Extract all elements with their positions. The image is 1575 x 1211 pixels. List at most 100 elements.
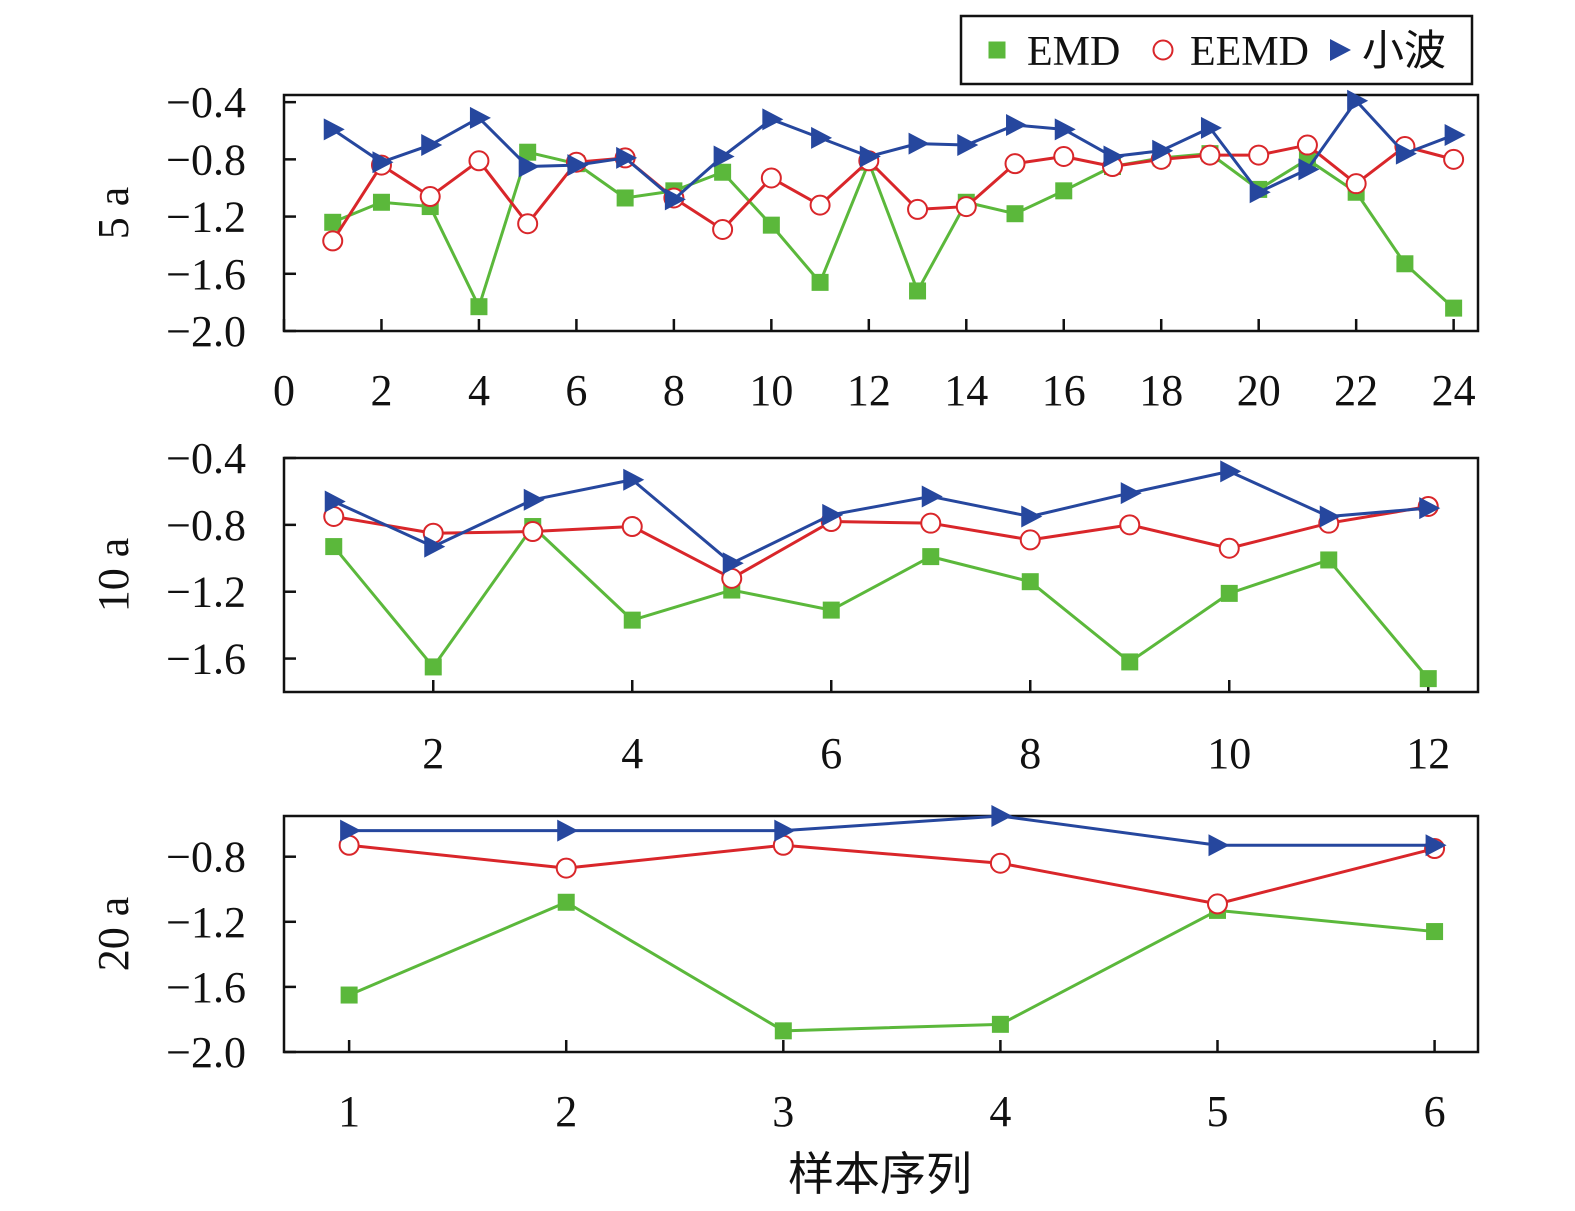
data-point (469, 106, 491, 129)
data-point (323, 118, 345, 141)
data-point (664, 188, 686, 211)
data-point (1396, 255, 1414, 273)
x-tick-label: 12 (847, 366, 891, 415)
data-point (616, 189, 634, 207)
data-point (1218, 537, 1240, 559)
y-axis-label: 5 a (89, 187, 138, 240)
data-point (774, 819, 796, 842)
data-point (955, 196, 977, 218)
data-point (522, 521, 544, 543)
y-tick-label: −2.0 (166, 1028, 246, 1077)
data-point (1152, 139, 1174, 162)
data-point (1319, 505, 1341, 528)
x-tick-label: 0 (273, 366, 295, 415)
data-point (1419, 670, 1437, 688)
data-point (623, 468, 645, 491)
data-point (859, 145, 881, 168)
legend-entry-1: EMD (988, 29, 1120, 75)
data-point (722, 552, 744, 575)
data-point (1121, 653, 1139, 671)
data-point (1445, 299, 1463, 317)
data-point (712, 218, 734, 240)
data-point (920, 512, 942, 534)
data-point (1425, 834, 1447, 857)
data-point (809, 194, 831, 216)
y-tick-label: −0.8 (166, 501, 246, 550)
data-point (1006, 114, 1028, 137)
data-point (557, 819, 579, 842)
y-axis-label: 10 a (89, 538, 138, 613)
series-1 (340, 893, 1444, 1040)
y-axis-label: 20 a (89, 897, 138, 972)
x-tick-label: 1 (338, 1087, 360, 1136)
x-tick-label: 2 (370, 366, 392, 415)
data-point (616, 146, 638, 169)
y-tick-label: −0.4 (166, 78, 246, 127)
data-point (1054, 118, 1076, 141)
y-tick-label: −0.4 (166, 434, 246, 483)
data-point (811, 273, 829, 291)
x-tick-label: 6 (1424, 1087, 1446, 1136)
data-point (1249, 181, 1271, 204)
y-tick-label: −1.2 (166, 898, 246, 947)
y-tick-label: −2.0 (166, 307, 246, 356)
legend-label: EMD (1027, 29, 1120, 75)
series-line (333, 469, 1429, 565)
data-point (322, 230, 344, 252)
series-3 (340, 805, 1447, 857)
series-1 (325, 518, 1437, 688)
data-point (419, 186, 441, 208)
data-point (822, 601, 840, 619)
series-3 (323, 89, 1466, 211)
y-tick-label: −0.8 (166, 833, 246, 882)
x-tick-label: 6 (820, 729, 842, 778)
series-line (349, 814, 1435, 847)
plot-frame (282, 93, 1480, 333)
series-line (333, 504, 1429, 580)
data-point (1021, 505, 1043, 528)
data-point (325, 538, 343, 556)
data-point (468, 150, 490, 172)
y-tick-label: −1.6 (166, 963, 246, 1012)
data-point (908, 132, 930, 155)
x-tick-label: 6 (565, 366, 587, 415)
data-point (519, 143, 537, 161)
legend-label: EEMD (1190, 29, 1309, 75)
x-tick-label: 4 (621, 729, 643, 778)
x-tick-label: 16 (1042, 366, 1086, 415)
data-point (1320, 551, 1338, 569)
y-tick-label: −1.6 (166, 635, 246, 684)
data-point (1119, 514, 1141, 536)
data-point (1296, 134, 1318, 156)
legend-marker (988, 41, 1006, 59)
data-point (907, 198, 929, 220)
data-point (1347, 89, 1369, 112)
data-point (517, 213, 539, 235)
y-tick-label: −0.8 (166, 135, 246, 184)
data-point (991, 1015, 1009, 1033)
series-2 (323, 495, 1439, 589)
x-tick-label: 14 (944, 366, 988, 415)
data-point (1443, 148, 1465, 170)
data-point (621, 516, 643, 538)
panel-2: −0.4 −0.8 −1.2 −1.6 2 4 6 8 10 12 10 a (89, 434, 1480, 778)
data-point (714, 163, 732, 181)
data-point (909, 282, 927, 300)
data-point (1199, 144, 1221, 166)
panel-3: −0.8 −1.2 −1.6 −2.0 1 2 3 4 5 6 20 a (89, 805, 1480, 1136)
data-point (1419, 497, 1441, 520)
data-point (421, 134, 443, 157)
data-point (762, 216, 780, 234)
data-point (1053, 146, 1075, 168)
data-point (1004, 153, 1026, 175)
data-point (922, 548, 940, 566)
x-tick-label: 8 (1019, 729, 1041, 778)
data-point (1019, 529, 1041, 551)
data-point (1103, 145, 1125, 168)
data-point (921, 485, 943, 508)
data-point (957, 134, 979, 157)
data-point (424, 535, 446, 558)
series-2 (322, 134, 1465, 252)
data-point (424, 658, 442, 676)
